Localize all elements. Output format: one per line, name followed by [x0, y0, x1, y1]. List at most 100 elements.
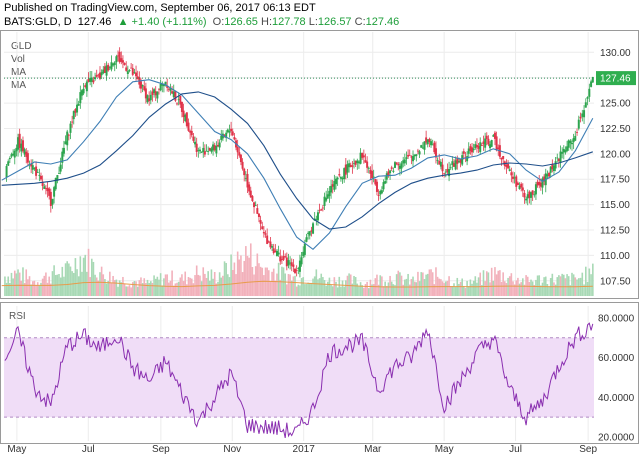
candle-body: [162, 84, 165, 87]
volume-bar: [48, 276, 50, 296]
candle-body: [590, 81, 593, 87]
volume-bar: [466, 280, 468, 296]
candle-body: [403, 159, 406, 164]
candle-body: [343, 168, 346, 180]
candle-body: [307, 232, 310, 234]
candle-body: [303, 243, 306, 255]
volume-bar: [536, 275, 539, 296]
volume-bar: [177, 281, 180, 296]
volume-bar: [446, 280, 449, 296]
candle-body: [177, 99, 180, 101]
candle-body: [385, 173, 388, 180]
candle-body: [159, 83, 162, 91]
volume-bar: [217, 281, 219, 296]
candle-body: [398, 165, 401, 169]
volume-bar: [310, 282, 313, 296]
candle-body: [397, 163, 400, 166]
candle-body: [21, 140, 24, 152]
volume-bar: [490, 267, 493, 296]
candle-body: [43, 186, 46, 189]
price-tick-label: 107.50: [600, 276, 631, 287]
candle-body: [31, 165, 34, 170]
volume-bar: [68, 263, 70, 296]
volume-bar: [263, 275, 265, 296]
candle-body: [375, 181, 378, 192]
candle-body: [239, 154, 242, 163]
candle-body: [390, 167, 393, 169]
volume-bar: [27, 279, 29, 296]
candle-body: [492, 135, 495, 137]
volume-bar: [479, 272, 482, 296]
candle-body: [530, 192, 533, 198]
volume-bar: [448, 276, 450, 296]
volume-bar: [389, 275, 391, 296]
volume-bar: [112, 275, 114, 296]
legend-vol[interactable]: Vol: [11, 54, 25, 65]
volume-bar: [46, 282, 49, 296]
volume-bar: [51, 271, 54, 296]
volume-bar: [5, 282, 8, 296]
volume-bar: [305, 283, 308, 296]
volume-bar: [289, 274, 291, 296]
volume-bar: [395, 274, 398, 296]
candle-body: [433, 142, 436, 153]
volume-bar: [359, 282, 362, 296]
volume-bar: [15, 273, 18, 296]
x-tick-label: Mar: [364, 444, 382, 455]
candle-body: [328, 190, 331, 197]
legend-gld[interactable]: GLD: [11, 41, 32, 52]
volume-bar: [358, 286, 360, 296]
volume-bar: [146, 279, 149, 296]
candle-body: [167, 88, 170, 90]
volume-bar: [312, 278, 314, 296]
volume-bar: [92, 261, 95, 296]
volume-bar: [22, 267, 24, 296]
candle-body: [62, 147, 65, 154]
volume-bar: [205, 277, 208, 296]
candle-body: [353, 163, 356, 165]
x-tick-label: Sep: [579, 444, 597, 455]
candle-body: [471, 147, 474, 153]
candle-body: [115, 56, 118, 63]
candle-body: [354, 160, 357, 165]
volume-bar: [335, 281, 337, 296]
volume-bar: [110, 282, 113, 296]
price-pane-frame: [0, 30, 639, 299]
candle-body: [141, 85, 144, 87]
candle-body: [472, 148, 475, 151]
volume-bar: [35, 285, 37, 296]
volume-bar: [94, 274, 96, 296]
volume-bar: [235, 274, 237, 296]
volume-bar: [23, 283, 26, 296]
volume-bar: [328, 277, 331, 296]
volume-bar: [546, 283, 549, 296]
price-tick-label: 110.00: [600, 251, 630, 262]
legend-ma-fast[interactable]: MA: [11, 67, 26, 78]
volume-bar: [161, 285, 164, 296]
candle-body: [412, 156, 415, 162]
volume-bar: [284, 273, 286, 296]
candle-body: [393, 162, 396, 168]
volume-bar: [333, 277, 336, 296]
candle-body: [387, 171, 390, 176]
volume-bar: [523, 284, 526, 296]
candle-body: [584, 102, 587, 108]
candle-body: [541, 178, 544, 188]
change-value: +1.40 (+1.11%): [131, 16, 207, 28]
candle-body: [294, 268, 297, 273]
candle-body: [215, 145, 218, 154]
volume-bar: [500, 281, 503, 296]
volume-bar: [520, 282, 522, 296]
volume-bar: [420, 272, 423, 296]
candle-body: [579, 116, 582, 119]
candle-body: [538, 182, 541, 186]
up-arrow-icon: ▲: [117, 16, 129, 28]
volume-bar: [304, 284, 306, 296]
volume-bar: [363, 287, 365, 296]
candle-body: [586, 97, 589, 99]
volume-bar: [336, 287, 339, 296]
volume-bar: [502, 272, 504, 296]
candle-body: [166, 85, 169, 88]
legend-ma-slow[interactable]: MA: [11, 80, 26, 91]
